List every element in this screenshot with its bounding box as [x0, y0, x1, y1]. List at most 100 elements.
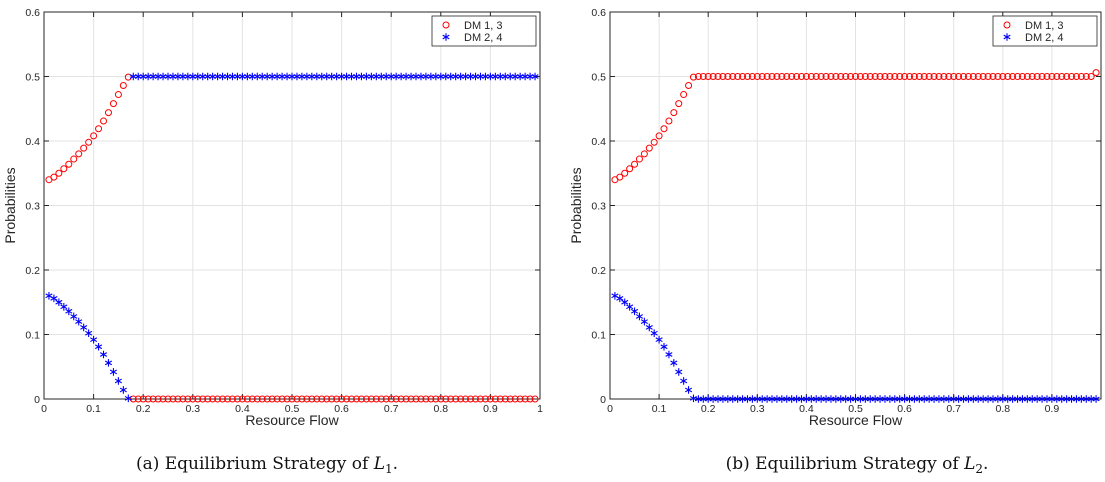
data-point: [204, 395, 212, 403]
series-dm-2-4: [611, 292, 1100, 403]
data-point: [650, 138, 658, 146]
x-tick-label: 0.2: [136, 403, 151, 415]
series-dm-2-4: [45, 72, 539, 403]
data-point: [119, 386, 127, 394]
data-point: [1028, 73, 1036, 80]
data-point: [80, 144, 88, 152]
data-point: [427, 395, 435, 403]
data-point: [104, 109, 112, 117]
data-point: [99, 350, 108, 359]
data-point: [531, 72, 539, 81]
data-point: [80, 323, 88, 332]
data-point: [906, 73, 914, 80]
data-point: [90, 132, 98, 140]
y-tick-label: 0: [34, 394, 40, 406]
y-tick-label: 0.5: [25, 72, 40, 84]
y-tick-label: 0.2: [25, 265, 40, 277]
data-point: [243, 395, 251, 403]
data-point: [278, 395, 286, 403]
data-point: [626, 302, 634, 311]
data-point: [184, 395, 192, 403]
data-point: [432, 395, 440, 403]
data-point: [969, 73, 977, 80]
data-point: [650, 329, 658, 338]
legend-box: [992, 15, 1098, 47]
data-point: [422, 395, 430, 403]
data-point: [531, 395, 539, 403]
data-point: [1023, 73, 1031, 80]
x-tick-label: 0.3: [750, 403, 765, 415]
data-point: [119, 82, 127, 90]
data-point: [224, 395, 232, 403]
data-point: [179, 395, 187, 403]
data-point: [481, 395, 489, 403]
figure-caption: (a) Equilibrium Strategy of L1.: [136, 454, 398, 476]
data-point: [964, 73, 972, 80]
chart-a: 0 0.1 0.2 0.3 0.4 0.5 0.6 0.7 0.8 0.9 1 0 0.1 0.2 0.3 0…: [2, 7, 543, 476]
legend-label: DM 2, 4: [1025, 32, 1064, 44]
x-tick-label: 0.5: [848, 403, 863, 415]
data-point: [372, 395, 380, 403]
data-point: [640, 317, 648, 326]
data-point: [989, 73, 997, 80]
data-point: [680, 377, 688, 385]
data-point: [124, 394, 132, 403]
data-point: [318, 395, 326, 403]
data-point: [694, 73, 702, 80]
x-tick-label: 0: [607, 403, 613, 415]
caption-subscript: 2: [975, 462, 983, 476]
data-point: [1077, 73, 1085, 80]
data-point: [802, 73, 810, 80]
data-point: [1087, 73, 1095, 80]
data-point: [724, 73, 732, 80]
x-tick-label: 0.8: [433, 403, 448, 415]
data-point: [817, 73, 825, 80]
data-point: [288, 395, 296, 403]
x-tick-label: 0.7: [384, 403, 399, 415]
data-point: [670, 109, 678, 117]
data-point: [655, 132, 663, 140]
data-point: [630, 307, 639, 316]
legend-box: [431, 15, 537, 47]
data-point: [308, 395, 316, 403]
data-point: [979, 73, 987, 80]
data-point: [516, 395, 524, 403]
x-tick-label: 0.2: [701, 403, 716, 415]
data-point: [457, 395, 465, 403]
data-point: [847, 73, 855, 80]
y-tick-label: 0.6: [591, 7, 606, 19]
data-point: [901, 73, 909, 80]
data-point: [793, 73, 801, 80]
x-tick-label: 0.9: [483, 403, 498, 415]
data-point: [935, 73, 943, 80]
data-point: [861, 73, 869, 80]
data-point: [159, 395, 167, 403]
data-point: [807, 73, 815, 80]
data-point: [635, 312, 644, 321]
x-axis-label: Resource Flow: [809, 412, 903, 428]
data-point: [891, 73, 899, 80]
data-point: [866, 73, 874, 80]
data-point: [154, 395, 162, 403]
caption-variable: L: [373, 454, 385, 474]
data-point: [699, 73, 707, 80]
data-point: [778, 73, 786, 80]
data-point: [729, 73, 737, 80]
data-point: [896, 73, 904, 80]
data-point: [109, 100, 117, 108]
data-point: [645, 144, 653, 152]
data-point: [338, 395, 346, 403]
data-point: [1053, 73, 1061, 80]
data-point: [950, 73, 958, 80]
data-point: [144, 395, 152, 403]
data-point: [298, 395, 306, 403]
data-point: [660, 125, 668, 133]
data-point: [333, 395, 341, 403]
data-point: [842, 73, 850, 80]
data-point: [704, 73, 712, 80]
data-point: [1014, 73, 1022, 80]
data-point: [442, 395, 450, 403]
x-tick-label: 0.9: [1045, 403, 1060, 415]
data-point: [75, 317, 83, 326]
y-tick-label: 0.6: [25, 7, 40, 19]
